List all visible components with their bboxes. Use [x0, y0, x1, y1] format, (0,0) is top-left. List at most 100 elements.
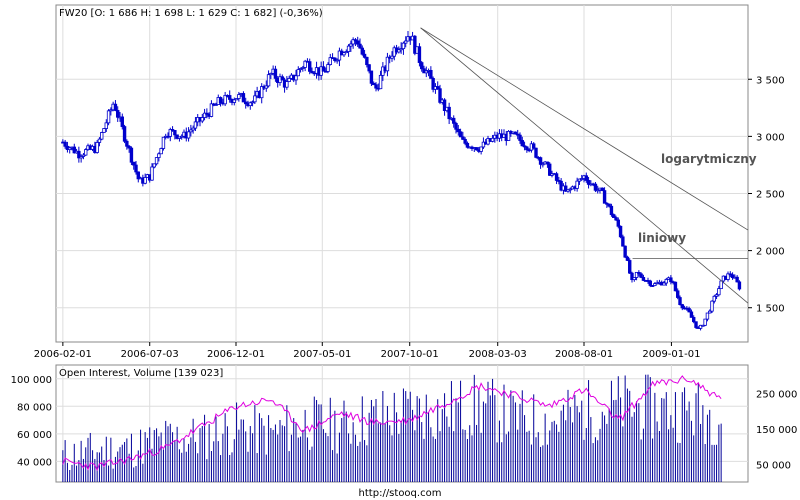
candle-body	[166, 135, 170, 138]
price-x-tick-label: 2008-03-03	[469, 349, 527, 360]
price-x-tick-label: 2007-10-01	[381, 349, 439, 360]
candle-body	[687, 308, 691, 313]
candle-body	[285, 81, 289, 88]
candle-body	[689, 311, 694, 318]
candle-body	[241, 93, 246, 103]
volume-left-tick-label: 60 000	[17, 430, 52, 441]
price-chart-title: FW20 [O: 1 686 H: 1 698 L: 1 629 C: 1 68…	[59, 8, 323, 19]
candle-body	[634, 271, 639, 278]
candle-body	[413, 35, 417, 54]
candle-body	[454, 122, 458, 130]
candle-body	[177, 136, 182, 139]
candle-body	[614, 217, 618, 221]
candle-body	[205, 112, 209, 115]
candle-body	[116, 110, 120, 118]
candle-body	[150, 166, 154, 181]
candle-body	[621, 236, 625, 247]
candle-body	[461, 136, 465, 140]
candle-body	[609, 205, 614, 215]
candle-body	[397, 49, 401, 53]
candle-body	[81, 154, 86, 157]
candle-body	[298, 68, 303, 70]
candle-body	[676, 290, 680, 298]
candle-body	[77, 150, 81, 159]
candle-body	[607, 203, 611, 207]
candle-body	[538, 157, 543, 165]
candle-body	[431, 78, 435, 90]
candle-body	[335, 59, 339, 62]
candle-body	[534, 147, 538, 158]
open-interest-line	[62, 375, 722, 472]
candle-body	[596, 189, 600, 192]
candle-body	[294, 75, 298, 81]
candle-body	[136, 171, 140, 180]
candle-body	[456, 128, 460, 133]
candle-body	[296, 69, 300, 77]
price-candles	[61, 31, 742, 331]
candle-body	[159, 148, 163, 155]
candle-body	[513, 131, 518, 135]
candle-body	[593, 183, 598, 191]
candle-body	[726, 273, 730, 280]
candle-body	[95, 142, 99, 153]
price-x-tick-label: 2008-08-01	[555, 349, 613, 360]
volume-right-tick-label: 50 000	[756, 460, 791, 471]
candle-body	[134, 164, 138, 173]
candle-body	[602, 190, 607, 204]
candle-body	[365, 56, 369, 66]
candle-body	[68, 147, 72, 150]
candle-body	[520, 140, 524, 147]
volume-left-tick-label: 80 000	[17, 402, 52, 413]
candle-body	[417, 46, 422, 63]
candle-body	[342, 52, 346, 56]
candle-body	[728, 273, 732, 276]
volume-right-tick-label: 150 000	[756, 425, 797, 436]
candle-body	[630, 272, 634, 281]
linear-trendline	[420, 27, 749, 304]
candle-body	[308, 61, 312, 72]
candle-body	[577, 178, 582, 182]
candle-body	[362, 53, 367, 58]
trendlines	[420, 27, 749, 304]
candle-body	[680, 304, 684, 309]
candle-body	[548, 163, 552, 176]
candle-body	[129, 147, 134, 163]
candle-body	[584, 175, 588, 181]
candle-body	[678, 297, 682, 305]
candle-body	[648, 280, 652, 286]
candle-body	[600, 187, 604, 191]
volume-panel-frame	[55, 364, 749, 483]
candle-body	[120, 116, 124, 127]
volume-right-tick-label: 250 000	[756, 389, 797, 400]
candle-body	[109, 109, 113, 112]
candle-body	[580, 178, 584, 180]
candle-body	[113, 103, 118, 111]
candle-body	[337, 50, 342, 61]
price-x-tick-label: 2007-05-01	[293, 349, 351, 360]
candle-body	[378, 74, 383, 90]
candle-body	[506, 131, 511, 141]
candle-body	[653, 283, 657, 286]
source-url: http://stooq.com	[359, 488, 442, 499]
candle-body	[367, 64, 371, 72]
candle-body	[356, 40, 360, 45]
candle-body	[420, 62, 424, 70]
candle-body	[673, 281, 678, 292]
price-y-tick-label: 2 500	[756, 189, 785, 200]
volume-left-tick-label: 100 000	[11, 375, 52, 386]
candle-body	[237, 94, 241, 99]
candle-body	[301, 67, 305, 69]
candle-body	[566, 189, 570, 192]
price-y-tick-label: 2 000	[756, 247, 785, 258]
candle-body	[452, 117, 456, 124]
candle-body	[541, 163, 545, 166]
candle-body	[705, 312, 710, 320]
price-y-ticks: 1 500 2 000 2 500 3 000 3 500	[748, 75, 785, 315]
candle-body	[586, 180, 591, 185]
log-trendline	[420, 27, 749, 231]
candle-body	[698, 324, 703, 329]
candle-body	[532, 143, 536, 149]
candle-body	[214, 104, 218, 106]
candle-body	[157, 153, 161, 158]
